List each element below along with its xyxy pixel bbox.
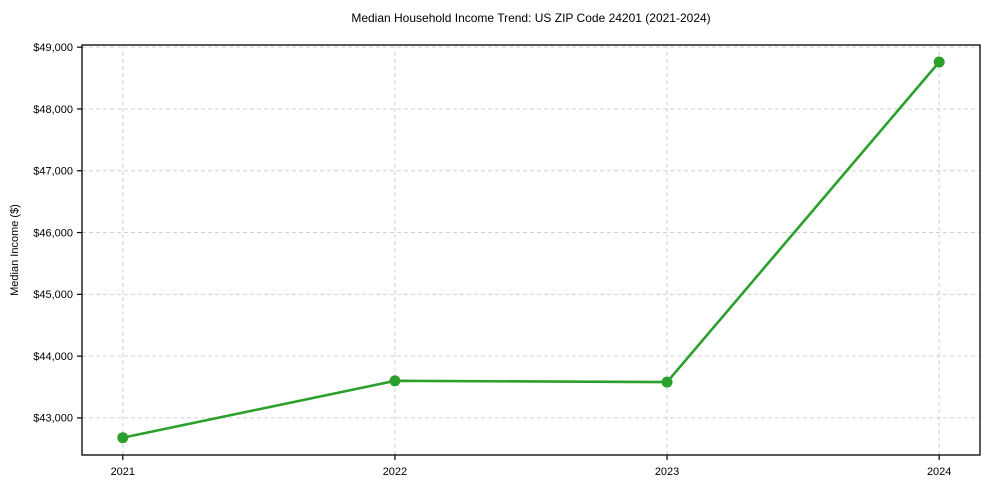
x-tick-label: 2023 xyxy=(655,466,679,478)
y-tick-label: $47,000 xyxy=(33,166,73,178)
trend-line xyxy=(121,60,941,439)
y-tick-label: $49,000 xyxy=(33,42,73,54)
plot-frame xyxy=(81,44,981,456)
y-tick-label: $48,000 xyxy=(33,104,73,116)
data-point-marker xyxy=(661,376,673,388)
data-point-marker xyxy=(389,375,401,387)
data-point-marker xyxy=(117,432,129,444)
x-tick-label: 2024 xyxy=(927,466,951,478)
data-point-marker xyxy=(933,56,945,68)
x-tick-label: 2022 xyxy=(383,466,407,478)
y-tick-label: $45,000 xyxy=(33,289,73,301)
y-tick-label: $44,000 xyxy=(33,351,73,363)
chart-title: Median Household Income Trend: US ZIP Co… xyxy=(351,11,711,25)
x-tick-label: 2021 xyxy=(111,466,135,478)
y-tick-label: $46,000 xyxy=(33,227,73,239)
y-tick-label: $43,000 xyxy=(33,413,73,425)
